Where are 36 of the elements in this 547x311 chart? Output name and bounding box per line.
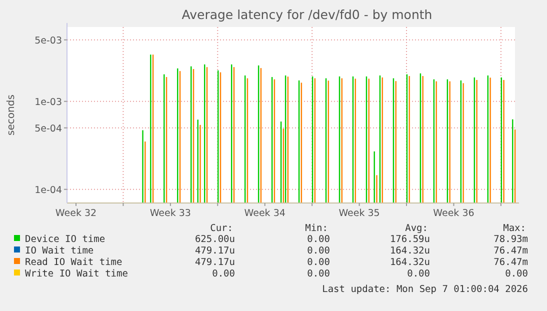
text: 0.00 <box>307 268 330 280</box>
text: 479.17u <box>194 257 235 268</box>
text: 625.00u <box>194 234 235 245</box>
y-axis-title: seconds <box>6 94 17 136</box>
x-tick-label: Week 35 <box>338 208 380 219</box>
y-tick-label: 1e-04 <box>34 184 62 196</box>
text: Avg: <box>405 223 428 234</box>
text: 0.00 <box>505 268 528 280</box>
text: 0.00 <box>307 257 330 268</box>
x-tick-label: Week 36 <box>433 208 474 219</box>
legend-label: IO Wait time <box>25 246 94 256</box>
text: 176.59u <box>390 234 430 245</box>
text: Max: <box>503 223 526 234</box>
chart-title: Average latency for /dev/fd0 - by month <box>182 7 432 22</box>
text: 0.00 <box>307 234 330 245</box>
x-tick-label: Week 33 <box>150 208 191 219</box>
legend-label: Write IO Wait time <box>25 268 128 280</box>
legend-label: Read IO Wait time <box>25 257 123 268</box>
x-tick-label: Week 32 <box>55 208 97 219</box>
text: 0.00 <box>307 246 330 256</box>
text: 164.32u <box>390 257 430 268</box>
text: 0.00 <box>407 268 430 280</box>
text: Cur: <box>210 223 233 234</box>
x-tick-label: Week 34 <box>244 208 286 219</box>
text: 76.47m <box>494 257 528 268</box>
y-tick-label: 5e-04 <box>34 123 62 134</box>
text: 78.93m <box>494 234 528 245</box>
legend-label: Device IO time <box>25 234 106 245</box>
text: Last update: Mon Sep 7 01:00:04 2026 <box>322 284 528 295</box>
y-tick-label: 1e-03 <box>34 96 62 108</box>
y-tick-label: 5e-03 <box>34 35 62 46</box>
text: 164.32u <box>390 246 430 256</box>
text: 0.00 <box>212 268 236 280</box>
text: 479.17u <box>194 246 235 256</box>
text: Min: <box>305 223 328 234</box>
text: 76.47m <box>494 246 528 256</box>
